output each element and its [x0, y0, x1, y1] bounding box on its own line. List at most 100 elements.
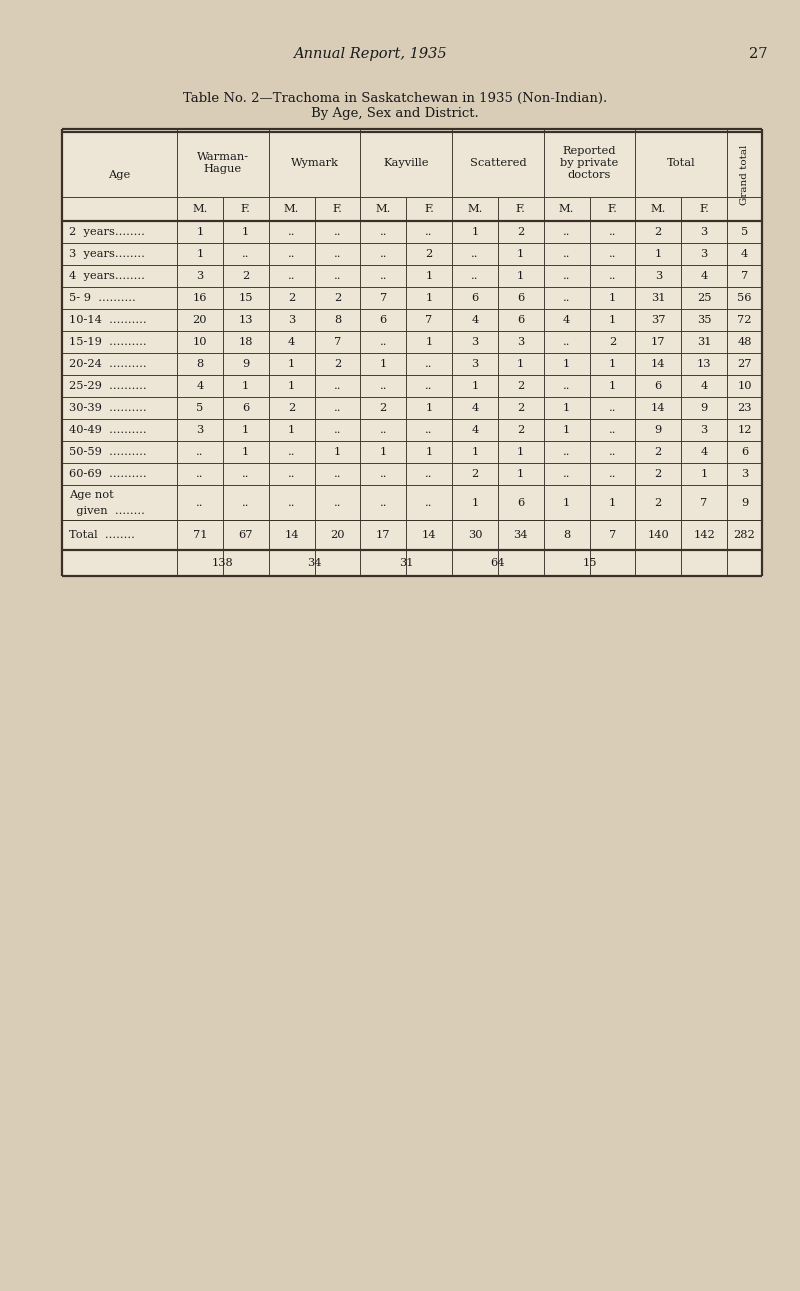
Text: 1: 1 — [609, 293, 616, 303]
Text: 3: 3 — [196, 425, 203, 435]
Text: 140: 140 — [647, 531, 669, 540]
Text: 142: 142 — [694, 531, 715, 540]
Text: ..: .. — [288, 469, 295, 479]
Text: ..: .. — [334, 497, 341, 507]
Text: 1: 1 — [242, 381, 250, 391]
Text: 5- 9  ..........: 5- 9 .......... — [69, 293, 136, 303]
Text: ..: .. — [379, 249, 387, 259]
Text: 4: 4 — [471, 425, 478, 435]
Text: ..: .. — [563, 249, 570, 259]
Text: 1: 1 — [196, 249, 203, 259]
Text: 4: 4 — [196, 381, 203, 391]
Text: Table No. 2—Trachoma in Saskatchewan in 1935 (Non-Indian).: Table No. 2—Trachoma in Saskatchewan in … — [183, 92, 607, 105]
Text: 1: 1 — [196, 227, 203, 238]
Text: ..: .. — [426, 497, 433, 507]
Text: 14: 14 — [284, 531, 299, 540]
Text: F.: F. — [607, 204, 618, 214]
Text: ..: .. — [563, 469, 570, 479]
Text: 1: 1 — [288, 381, 295, 391]
Text: 6: 6 — [517, 497, 524, 507]
Text: ..: .. — [196, 497, 204, 507]
Text: 6: 6 — [380, 315, 387, 325]
Text: 2: 2 — [517, 381, 524, 391]
Text: 1: 1 — [609, 497, 616, 507]
Text: M.: M. — [650, 204, 666, 214]
Text: 31: 31 — [697, 337, 711, 347]
Text: ..: .. — [196, 469, 204, 479]
Text: 1: 1 — [426, 293, 433, 303]
Text: ..: .. — [288, 447, 295, 457]
Text: 1: 1 — [517, 249, 524, 259]
Text: F.: F. — [241, 204, 250, 214]
Text: ..: .. — [334, 381, 341, 391]
Text: ..: .. — [379, 497, 387, 507]
Text: 15: 15 — [238, 293, 253, 303]
Text: ..: .. — [609, 403, 616, 413]
Text: 34: 34 — [307, 558, 322, 568]
Text: M.: M. — [192, 204, 208, 214]
Text: 9: 9 — [242, 359, 250, 369]
Text: 48: 48 — [738, 337, 752, 347]
Text: 2: 2 — [288, 293, 295, 303]
Text: ..: .. — [563, 447, 570, 457]
Text: 10: 10 — [738, 381, 752, 391]
Text: 4: 4 — [288, 337, 295, 347]
Text: 1: 1 — [563, 359, 570, 369]
Text: 3: 3 — [288, 315, 295, 325]
Text: Kayville: Kayville — [383, 158, 429, 168]
Text: 25: 25 — [697, 293, 711, 303]
Text: ..: .. — [334, 403, 341, 413]
Text: ..: .. — [426, 425, 433, 435]
Text: ..: .. — [242, 469, 250, 479]
Text: 6: 6 — [242, 403, 250, 413]
Text: 14: 14 — [651, 359, 666, 369]
Text: 1: 1 — [563, 497, 570, 507]
Text: ..: .. — [426, 227, 433, 238]
Text: 1: 1 — [471, 447, 478, 457]
Text: 37: 37 — [651, 315, 666, 325]
Text: 6: 6 — [517, 315, 524, 325]
Text: 2  years........: 2 years........ — [69, 227, 145, 238]
Text: 23: 23 — [738, 403, 752, 413]
Text: M.: M. — [375, 204, 391, 214]
Text: 1: 1 — [426, 271, 433, 281]
Text: 282: 282 — [734, 531, 755, 540]
Text: 1: 1 — [609, 359, 616, 369]
Text: Annual Report, 1935: Annual Report, 1935 — [293, 46, 447, 61]
Text: 4: 4 — [701, 271, 708, 281]
Text: 1: 1 — [242, 447, 250, 457]
Text: 3: 3 — [471, 337, 478, 347]
Text: ..: .. — [609, 271, 616, 281]
Text: 8: 8 — [196, 359, 203, 369]
Text: 31: 31 — [399, 558, 414, 568]
Text: 1: 1 — [701, 469, 708, 479]
Text: ..: .. — [471, 271, 478, 281]
Text: 30: 30 — [468, 531, 482, 540]
Text: 1: 1 — [426, 447, 433, 457]
Text: 4: 4 — [563, 315, 570, 325]
Text: Total: Total — [667, 158, 695, 168]
Text: ..: .. — [288, 497, 295, 507]
Text: F.: F. — [516, 204, 526, 214]
Text: ..: .. — [379, 337, 387, 347]
Text: 34: 34 — [514, 531, 528, 540]
Text: 2: 2 — [654, 469, 662, 479]
Text: 3: 3 — [701, 249, 708, 259]
Text: 1: 1 — [242, 425, 250, 435]
Text: 67: 67 — [238, 531, 253, 540]
Text: ..: .. — [609, 469, 616, 479]
Text: 31: 31 — [651, 293, 666, 303]
Text: 2: 2 — [654, 227, 662, 238]
Text: 15: 15 — [582, 558, 597, 568]
Text: ..: .. — [609, 447, 616, 457]
Text: 30-39  ..........: 30-39 .......... — [69, 403, 146, 413]
Text: ..: .. — [379, 425, 387, 435]
Text: 1: 1 — [517, 359, 524, 369]
Text: Grand total: Grand total — [740, 145, 749, 205]
Text: given  ........: given ........ — [69, 506, 145, 515]
Text: 3: 3 — [701, 425, 708, 435]
Text: Age not: Age not — [69, 491, 114, 501]
Text: 13: 13 — [238, 315, 253, 325]
Text: 7: 7 — [609, 531, 616, 540]
Text: 64: 64 — [490, 558, 505, 568]
